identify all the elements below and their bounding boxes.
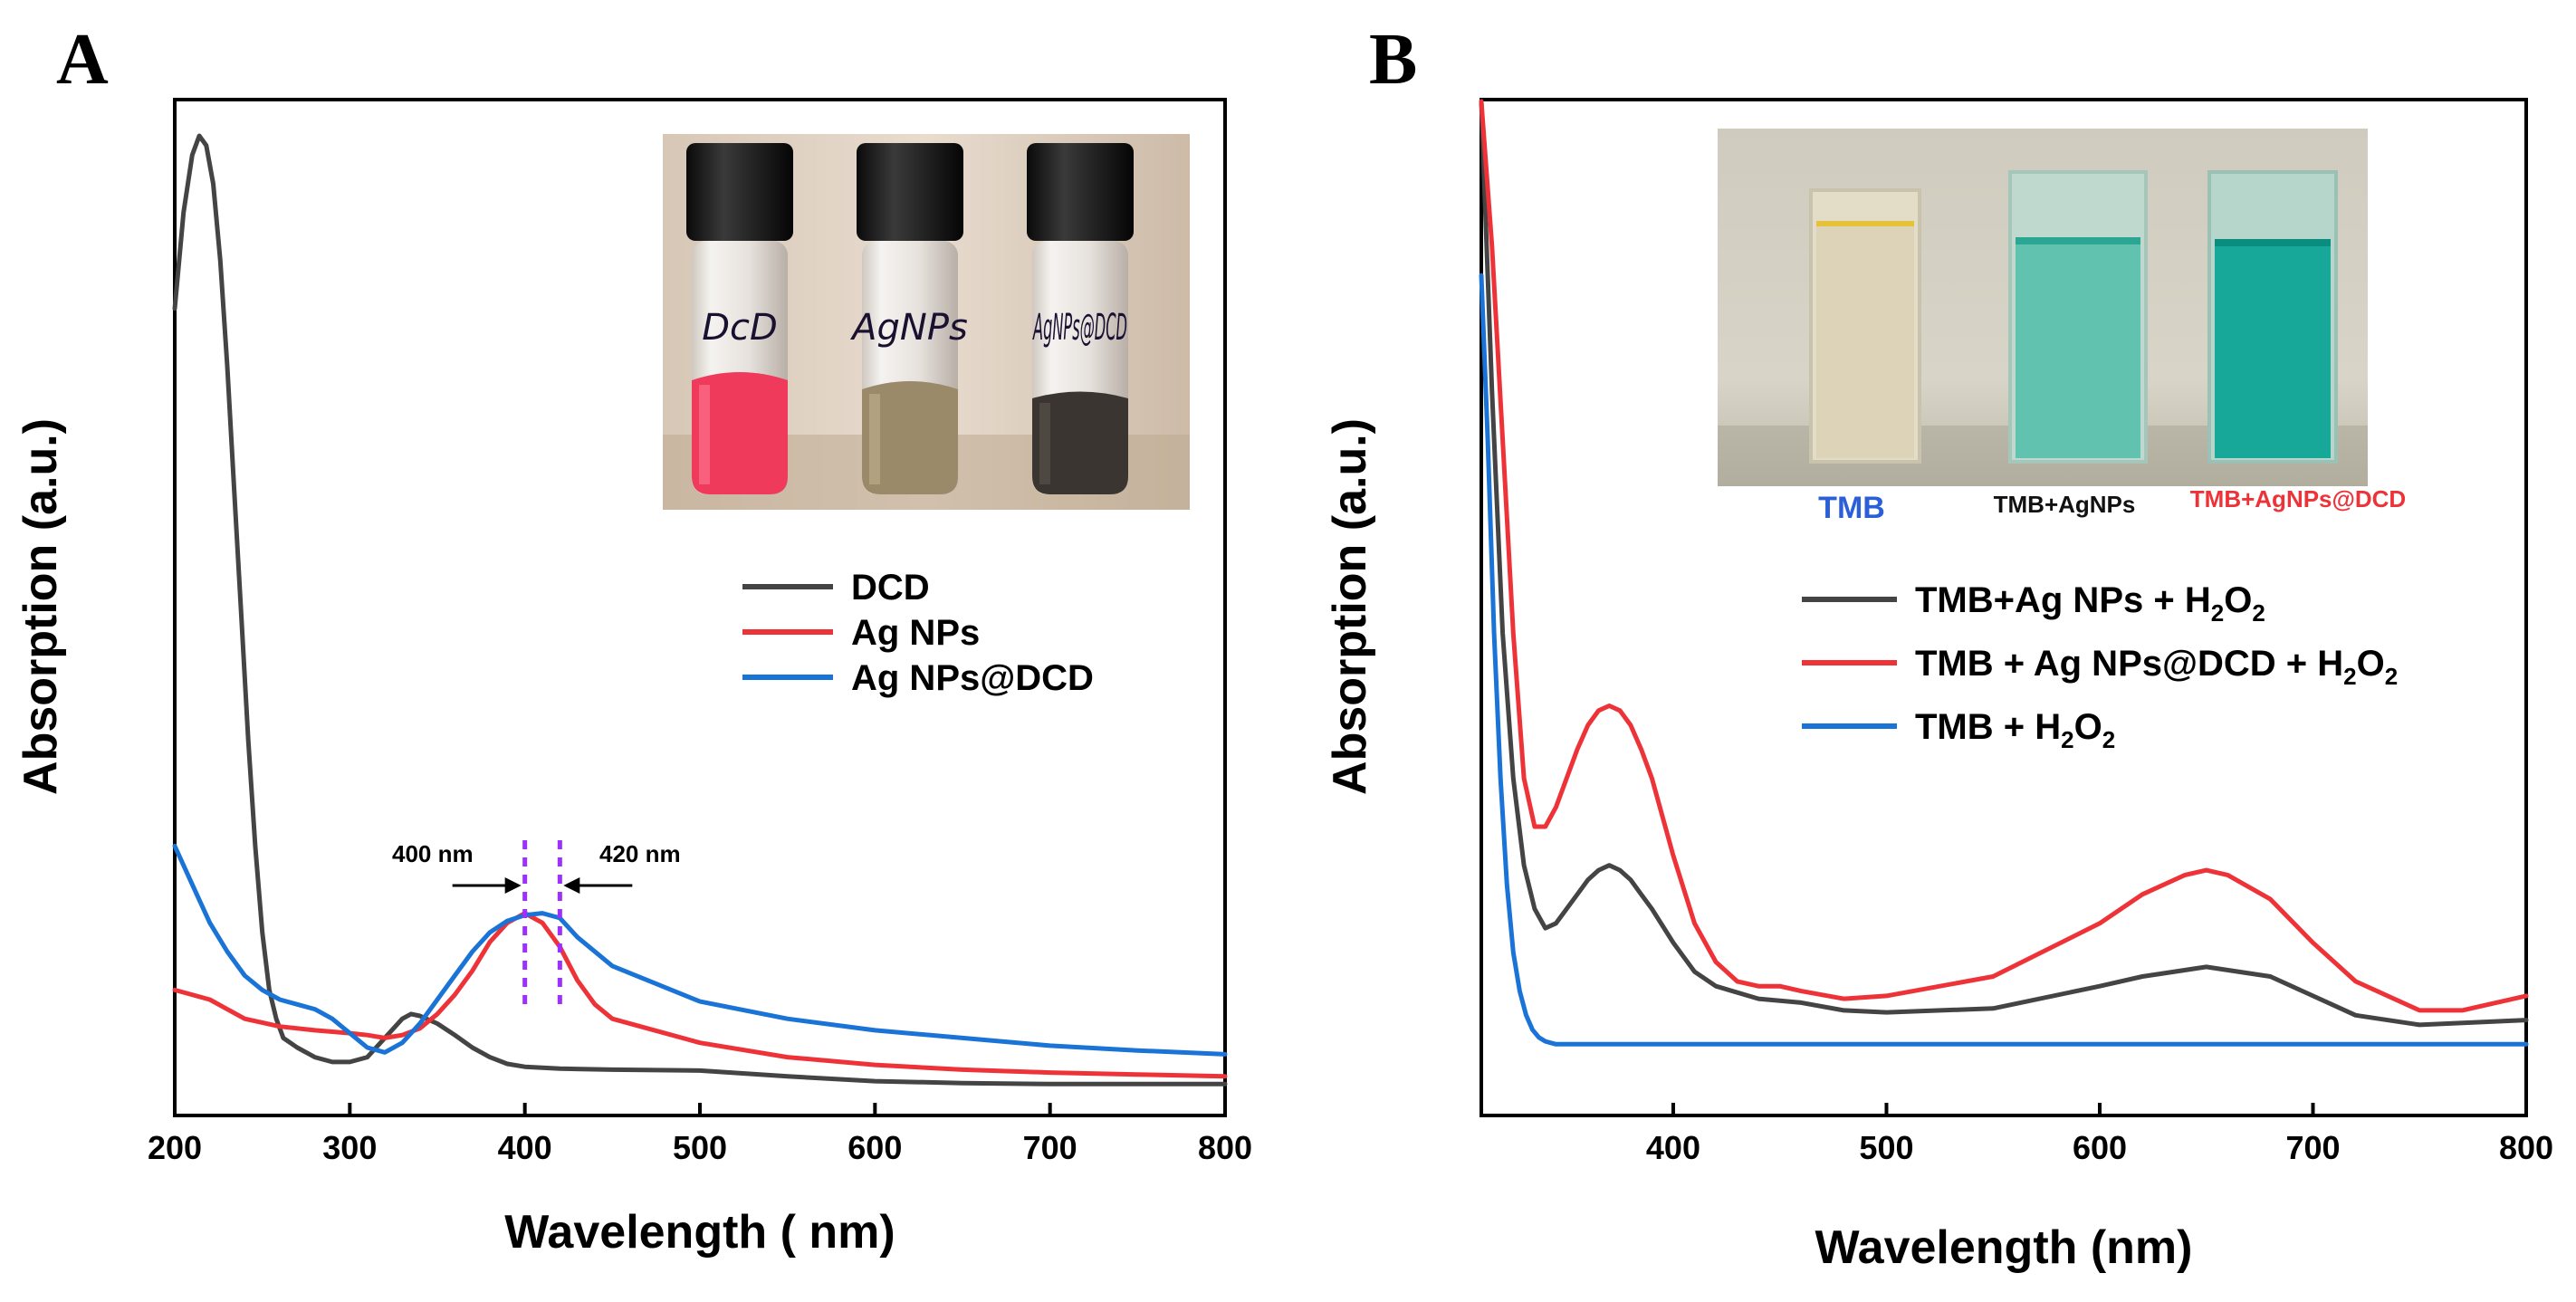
series-line-3 <box>1479 273 2529 1047</box>
panel-a: A 200 300 400 500 600 700 800 Wavelength ( nm)… <box>14 20 1252 1259</box>
cuvette-tmb <box>1809 188 1921 464</box>
series-line-2 <box>172 911 1228 1079</box>
panel-b-plot-frame <box>1480 98 2528 1117</box>
panel-b-inset-photo: TMB TMB+AgNPs TMB+AgNPs@DCD <box>1718 129 2406 525</box>
panel-a-x-axis-title: Wavelength ( nm) <box>504 1206 895 1259</box>
legend-b-label: TMB + H2O2 <box>1915 707 2115 753</box>
x-tick-label: 700 <box>1023 1129 1077 1166</box>
panel-b-x-ticks: 400 500 600 700 800 <box>1646 1103 2553 1166</box>
inset-label-tmb-agnps-dcd: TMB+AgNPs@DCD <box>2190 485 2406 512</box>
panel-a-letter: A <box>56 20 109 100</box>
panel-a-legend: DCD Ag NPs Ag NPs@DCD <box>742 568 1094 698</box>
panel-a-x-ticks: 200 300 400 500 600 700 800 <box>148 1103 1252 1166</box>
x-tick-label: 200 <box>148 1129 202 1166</box>
series-line-3 <box>172 843 1228 1057</box>
cuvette-tmb-agnps-dcd <box>2207 170 2338 464</box>
cuvette-tmb-agnps <box>2008 170 2148 464</box>
vial-dcd <box>686 143 793 494</box>
vial-label-3: AgNPs@DCD <box>1032 307 1127 349</box>
x-tick-label: 700 <box>2285 1129 2340 1166</box>
panel-a-peak-annotations: 400 nm 420 nm <box>392 840 681 1010</box>
panel-b-x-axis-title: Wavelength (nm) <box>1815 1221 2193 1274</box>
panel-b-letter: B <box>1369 20 1417 100</box>
inset-label-tmb-agnps: TMB+AgNPs <box>1994 491 2136 518</box>
vial-label-1: DcD <box>702 307 778 349</box>
panel-b: B 400 500 600 700 800 Wavelength (nm) Absorp… <box>1324 20 2553 1274</box>
panel-a-y-axis-title: Absorption (a.u.) <box>14 418 67 795</box>
x-tick-label: 500 <box>673 1129 727 1166</box>
vial-agnps-dcd <box>1027 143 1134 494</box>
arrow-left-head <box>504 877 522 894</box>
legend-a-label: Ag NPs@DCD <box>851 658 1094 698</box>
x-tick-label: 600 <box>847 1129 902 1166</box>
x-tick-label: 400 <box>1646 1129 1700 1166</box>
x-tick-label: 800 <box>1198 1129 1252 1166</box>
legend-a-label: DCD <box>851 568 930 608</box>
panel-b-series <box>1479 99 2529 1047</box>
annot-420nm: 420 nm <box>599 840 681 867</box>
x-tick-label: 300 <box>322 1129 377 1166</box>
legend-b-label: TMB+Ag NPs + H2O2 <box>1915 580 2265 627</box>
series-line-2 <box>1479 99 2529 1013</box>
annot-400nm: 400 nm <box>392 840 474 867</box>
x-tick-label: 400 <box>498 1129 552 1166</box>
panel-b-legend: TMB+Ag NPs + H2O2 TMB + Ag NPs@DCD + H2O2… <box>1802 580 2398 753</box>
legend-a-label: Ag NPs <box>851 613 980 653</box>
panel-a-inset-photo: DcD AgNPs AgNPs@DCD <box>663 134 1190 510</box>
x-tick-label: 600 <box>2073 1129 2127 1166</box>
series-line-1 <box>1479 99 2529 1028</box>
legend-b-label: TMB + Ag NPs@DCD + H2O2 <box>1915 644 2398 690</box>
arrow-right-head <box>563 877 580 894</box>
vial-agnps <box>857 143 963 494</box>
x-tick-label: 800 <box>2499 1129 2553 1166</box>
inset-label-tmb: TMB <box>1818 491 1885 525</box>
panel-a-series <box>172 133 1228 1087</box>
series-line-1 <box>172 133 1228 1087</box>
panel-b-y-axis-title: Absorption (a.u.) <box>1324 418 1376 795</box>
vial-label-2: AgNPs <box>849 307 968 349</box>
x-tick-label: 500 <box>1859 1129 1913 1166</box>
